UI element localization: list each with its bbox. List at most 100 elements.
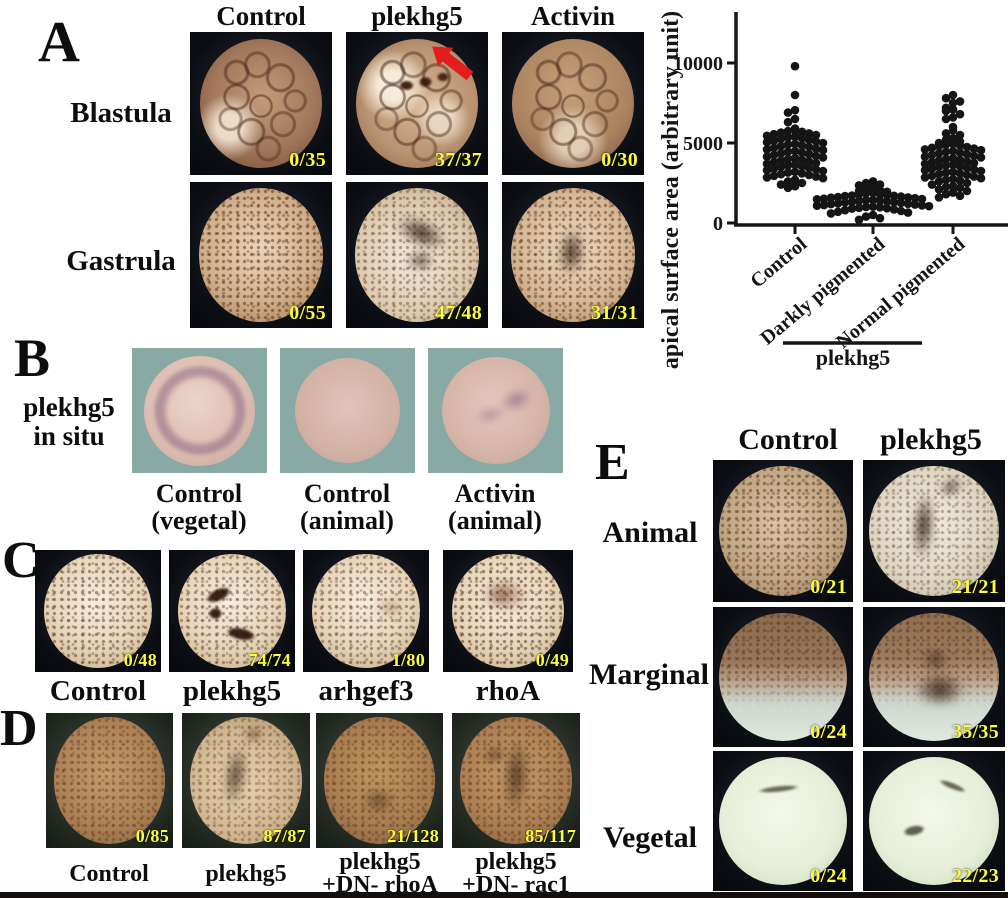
count-badge: 37/37 (434, 149, 482, 171)
photo-d-plekhg5-dn-rhoa: 21/128 (316, 713, 443, 848)
photo-e-vegetal-control: 0/24 (713, 751, 853, 891)
count-badge: 0/30 (601, 149, 638, 171)
count-badge: 0/48 (123, 650, 157, 670)
photo-e-vegetal-plekhg5: 22/23 (863, 751, 1005, 891)
red-arrow-icon (432, 46, 474, 81)
photo-insitu-control-animal (280, 348, 415, 473)
pigment-blob (482, 579, 521, 609)
embryo (144, 355, 255, 466)
pigment-blob (372, 593, 408, 621)
photo-gastrula-activin: 31/31 (502, 182, 644, 328)
panel-e-col-header-control: Control (738, 423, 838, 456)
panel-a-col-header-activin: Activin (531, 1, 615, 31)
count-badge: 0/49 (535, 650, 569, 670)
photo-d-plekhg5-dn-rac1: 85/117 (452, 713, 580, 848)
embryo (511, 39, 635, 168)
panel-e-row-header-vegetal: Vegetal (603, 821, 697, 854)
count-badge: 0/24 (810, 865, 847, 887)
caption-line: (animal) (448, 506, 542, 535)
embryo (199, 39, 323, 168)
count-badge: 0/35 (289, 149, 326, 171)
photo-c-arhgef3: 1/80 (303, 550, 429, 672)
embryo (718, 612, 848, 742)
photo-blastula-plekhg5: 37/37 (346, 32, 488, 175)
panel-a-col-header-plekhg5: plekhg5 (371, 1, 463, 31)
photo-c-control: 0/48 (35, 550, 161, 672)
photo-e-marginal-plekhg5: 35/35 (863, 607, 1005, 747)
pigment-blob (399, 246, 440, 276)
panel-a-col-header-control: Control (216, 1, 306, 31)
svg-text:apical surface area (arbitrary: apical surface area (arbitrary unit) (660, 11, 684, 369)
count-badge: 0/21 (810, 576, 847, 598)
embryo (718, 465, 848, 597)
embryo (294, 358, 401, 463)
panel-e-col-header-plekhg5: plekhg5 (880, 423, 982, 456)
photo-insitu-control-vegetal (132, 348, 267, 473)
photo-c-plekhg5: 74/74 (169, 550, 295, 672)
panel-b-side-label-line1: plekhg5 (23, 392, 115, 422)
svg-text:Control: Control (746, 233, 811, 293)
panel-a-row-header-blastula: Blastula (70, 97, 172, 129)
embryo (868, 756, 1000, 886)
caption-line: Control (155, 479, 243, 508)
panel-d-item-label-dn-rhoa: plekhg5 +DN- rhoA (313, 849, 447, 897)
count-badge: 0/24 (810, 721, 847, 743)
count-badge: 35/35 (951, 721, 999, 743)
panel-d-label: D (0, 700, 38, 757)
dark-cell-patch (397, 79, 416, 93)
photo-e-marginal-control: 0/24 (713, 607, 853, 747)
photo-insitu-activin-animal (428, 348, 563, 473)
panel-d-item-label-plekhg5: plekhg5 (179, 851, 313, 897)
embryo (43, 553, 153, 669)
embryo (354, 187, 480, 323)
panel-b-side-label: plekhg5 in situ (8, 393, 130, 451)
count-badge: 74/74 (248, 650, 291, 670)
photo-gastrula-control: 0/55 (190, 182, 332, 328)
count-badge: 0/85 (135, 826, 169, 846)
label-line: Control (69, 860, 149, 887)
panel-b-caption-3: Activin (animal) (425, 480, 565, 534)
panel-c-item-label-arhgef3: arhgef3 (318, 675, 414, 707)
photo-d-plekhg5: 87/87 (182, 713, 310, 848)
panel-c-item-label-control: Control (49, 675, 147, 707)
count-badge: 1/80 (391, 650, 425, 670)
panel-b-caption-1: Control (vegetal) (129, 480, 269, 534)
panel-a-row-header-gastrula: Gastrula (66, 245, 176, 277)
embryo (53, 717, 166, 844)
pigment-blob (206, 606, 225, 621)
embryo (452, 553, 564, 669)
svg-text:plekhg5: plekhg5 (816, 345, 891, 370)
svg-text:0: 0 (713, 213, 723, 235)
photo-c-rhoa: 0/49 (443, 550, 573, 672)
pigment-blob (240, 723, 267, 746)
photo-gastrula-plekhg5: 47/48 (346, 182, 488, 328)
panel-e-label: E (595, 434, 630, 491)
pigment-blob (916, 643, 954, 677)
caption-line: (vegetal) (151, 506, 247, 535)
caption-line: Activin (454, 479, 536, 508)
embryo (177, 553, 287, 669)
caption-line: Control (303, 479, 391, 508)
svg-text:5000: 5000 (683, 133, 723, 155)
embryo (311, 553, 421, 669)
panel-d-item-label-control: Control (42, 851, 176, 897)
photo-e-animal-control: 0/21 (713, 460, 853, 602)
count-badge: 85/117 (525, 826, 576, 846)
label-line: plekhg5 (339, 849, 421, 875)
count-badge: 21/128 (387, 826, 439, 846)
embryo (323, 717, 436, 844)
bottom-edge-bar (0, 892, 1008, 898)
embryo (718, 756, 848, 886)
count-badge: 47/48 (434, 302, 482, 324)
caption-line: (animal) (300, 506, 394, 535)
count-badge: 22/23 (951, 865, 999, 887)
dark-cell-patch (435, 70, 452, 84)
photo-blastula-control: 0/35 (190, 32, 332, 175)
panel-b-label: B (14, 328, 51, 388)
panel-b-side-label-line2: in situ (33, 421, 105, 451)
panel-c-label: C (2, 532, 40, 589)
count-badge: 31/31 (590, 302, 638, 324)
photo-d-control: 0/85 (46, 713, 173, 848)
